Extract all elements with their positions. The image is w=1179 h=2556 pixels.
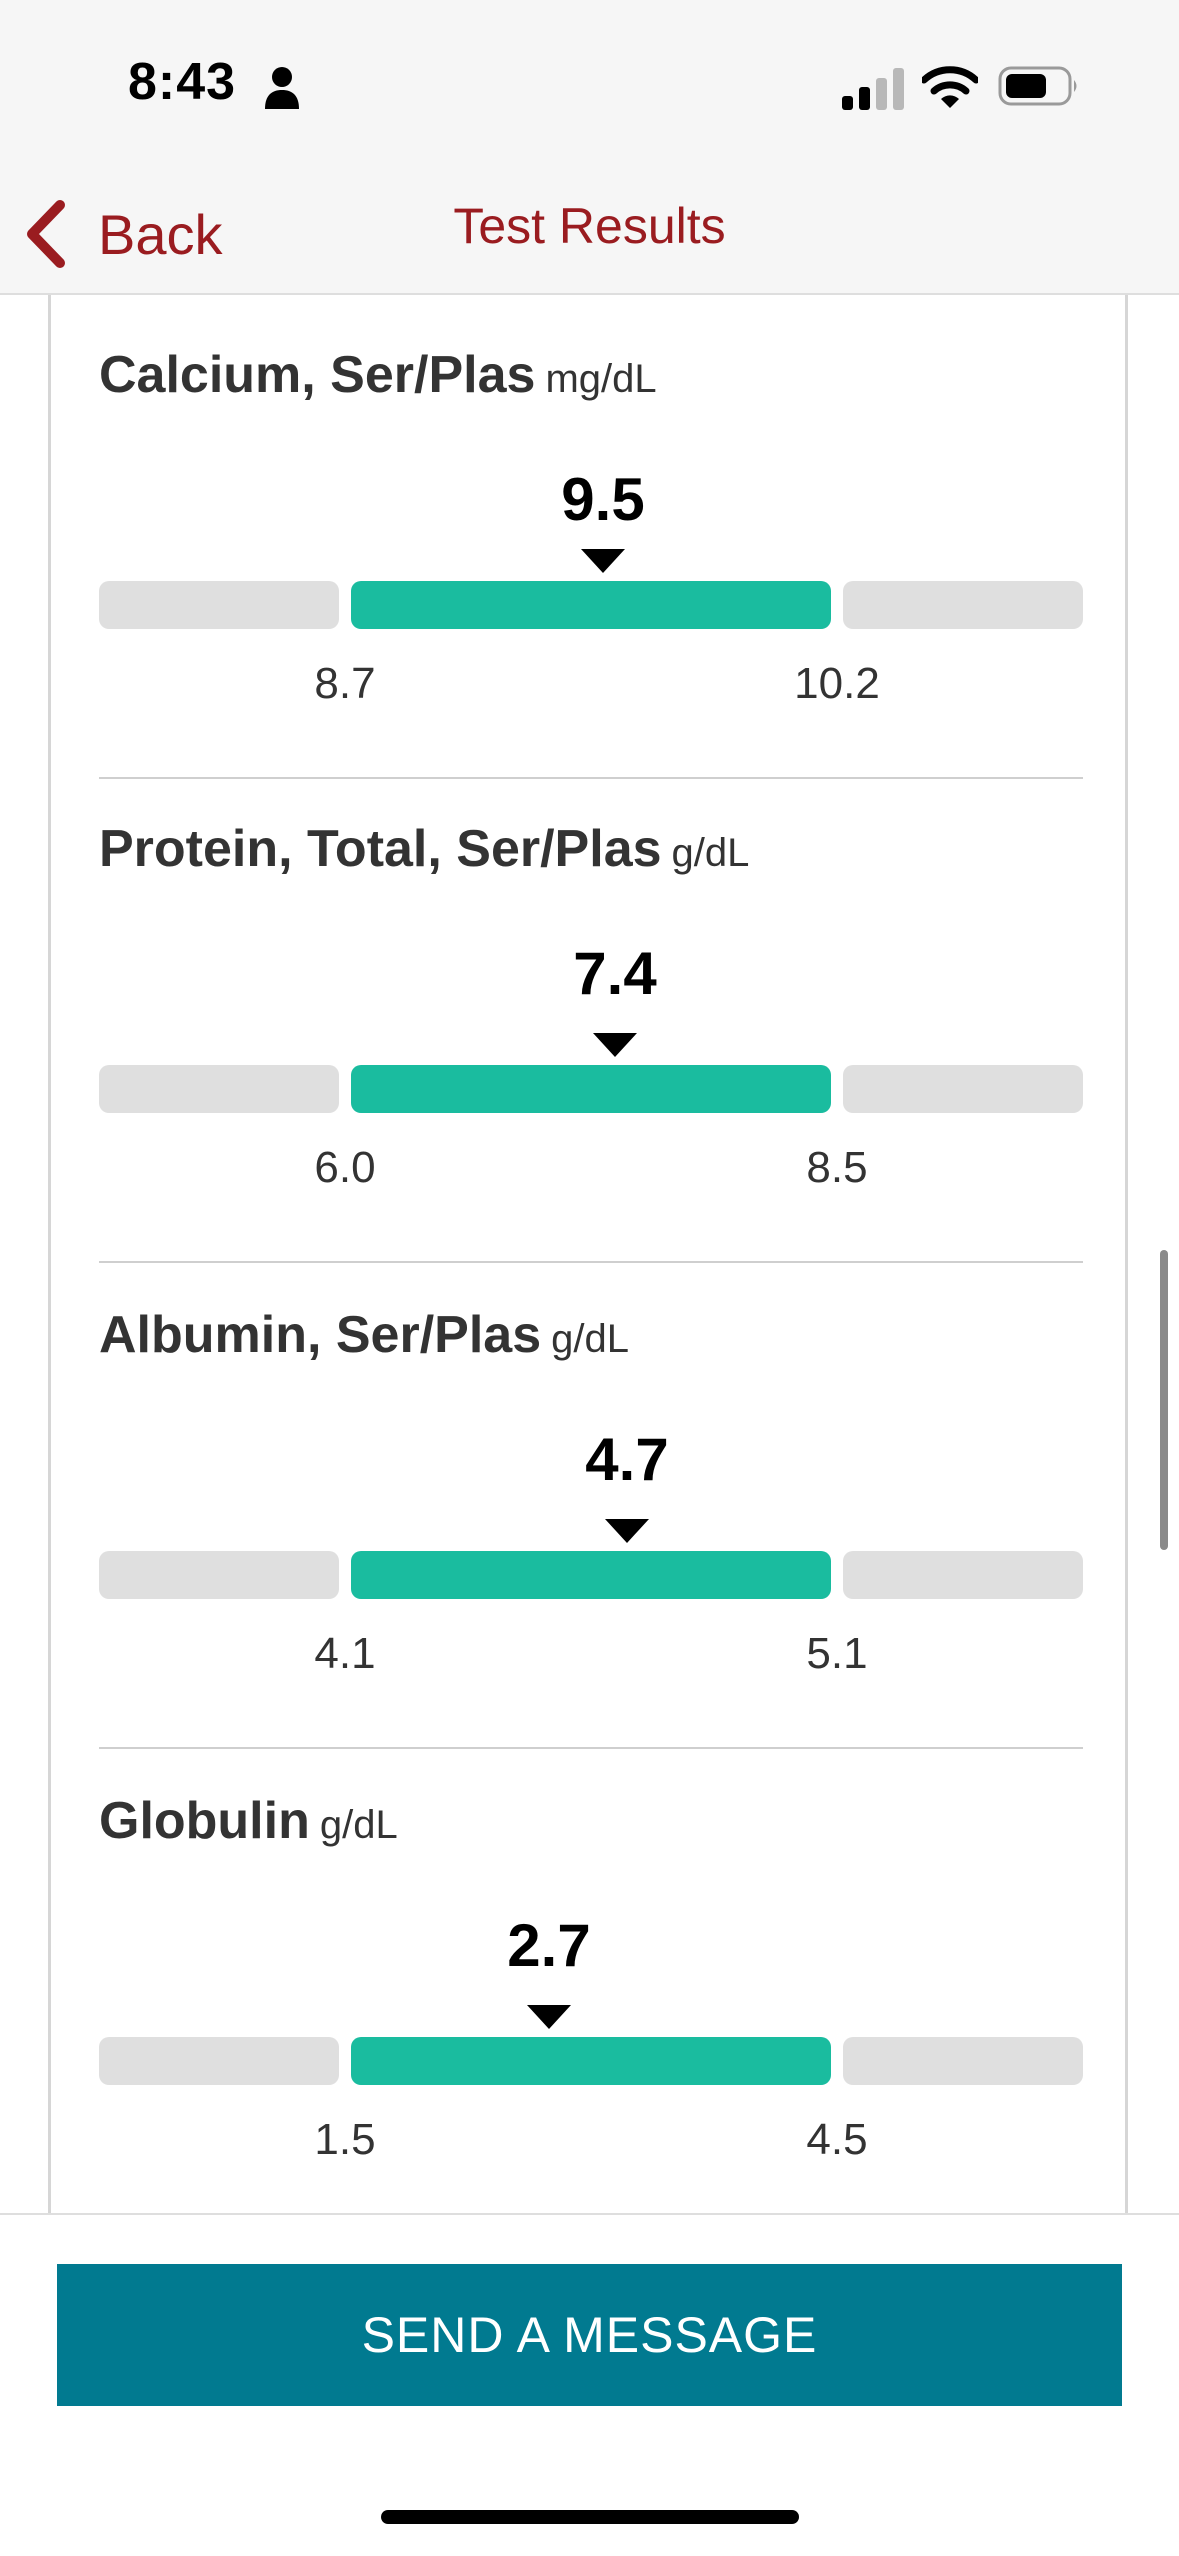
result-unit: mg/dL [545, 357, 657, 401]
back-label: Back [98, 202, 223, 266]
result-card-protein-total: Protein, Total, Ser/Plas g/dL 7.4 6.0 8.5 [99, 779, 1083, 1263]
result-name: Protein, Total, Ser/Plas [99, 820, 662, 878]
range-high-label: 4.5 [806, 2115, 868, 2164]
result-value: 2.7 [507, 1912, 591, 1979]
result-value: 4.7 [585, 1426, 669, 1493]
status-bar: 8:43 [0, 0, 1179, 175]
result-name: Albumin, Ser/Plas [99, 1306, 542, 1364]
result-name: Globulin [99, 1792, 310, 1850]
person-icon [265, 67, 299, 109]
result-card-globulin: Globulin g/dL 2.7 1.5 4.5 [99, 1751, 1083, 2235]
range-bar-high [843, 1551, 1083, 1599]
range-bar-normal [351, 1065, 831, 1113]
status-time: 8:43 [128, 53, 237, 111]
home-indicator[interactable] [381, 2510, 799, 2524]
results-scroll-area[interactable]: Calcium, Ser/Plas mg/dL 9.5 8.7 10.2 Prot… [48, 295, 1128, 2213]
result-card-albumin: Albumin, Ser/Plas g/dL 4.7 4.1 5.1 [99, 1265, 1083, 1749]
range-low-label: 1.5 [314, 2115, 376, 2164]
cellular-signal-icon [842, 68, 904, 110]
range-low-label: 8.7 [314, 659, 376, 708]
scrollbar[interactable] [1160, 1250, 1168, 1550]
value-marker [605, 1519, 649, 1543]
result-card-calcium: Calcium, Ser/Plas mg/dL 9.5 8.7 10.2 [99, 295, 1083, 779]
range-bar-high [843, 1065, 1083, 1113]
range-bar-low [99, 2037, 339, 2085]
nav-bar: Back Test Results [0, 175, 1179, 295]
range-bar-low [99, 1065, 339, 1113]
result-title: Globulin g/dL [99, 1791, 398, 1851]
send-message-button[interactable]: SEND A MESSAGE [57, 2264, 1122, 2406]
value-marker [581, 549, 625, 573]
result-title: Protein, Total, Ser/Plas g/dL [99, 819, 749, 879]
value-marker [593, 1033, 637, 1057]
range-bar-high [843, 581, 1083, 629]
value-marker [527, 2005, 571, 2029]
back-button[interactable]: Back [22, 189, 223, 279]
range-bar-low [99, 1551, 339, 1599]
result-title: Calcium, Ser/Plas mg/dL [99, 345, 657, 405]
page-title: Test Results [453, 198, 726, 254]
range-low-label: 6.0 [314, 1143, 376, 1192]
range-bar-normal [351, 1551, 831, 1599]
result-unit: g/dL [671, 831, 750, 875]
chevron-left-icon [27, 200, 65, 268]
range-high-label: 5.1 [806, 1629, 868, 1678]
result-value: 9.5 [561, 466, 645, 533]
wifi-icon [922, 66, 978, 108]
range-bar-high [843, 2037, 1083, 2085]
range-low-label: 4.1 [314, 1629, 376, 1678]
footer: SEND A MESSAGE [0, 2213, 1179, 2556]
result-value: 7.4 [573, 940, 657, 1007]
range-bar-low [99, 581, 339, 629]
battery-icon [998, 66, 1077, 106]
result-unit: g/dL [551, 1317, 629, 1361]
result-name: Calcium, Ser/Plas [99, 346, 536, 404]
range-high-label: 10.2 [794, 659, 880, 708]
range-bar-normal [351, 581, 831, 629]
range-high-label: 8.5 [806, 1143, 868, 1192]
range-bar-normal [351, 2037, 831, 2085]
result-title: Albumin, Ser/Plas g/dL [99, 1305, 629, 1365]
result-unit: g/dL [319, 1803, 398, 1847]
